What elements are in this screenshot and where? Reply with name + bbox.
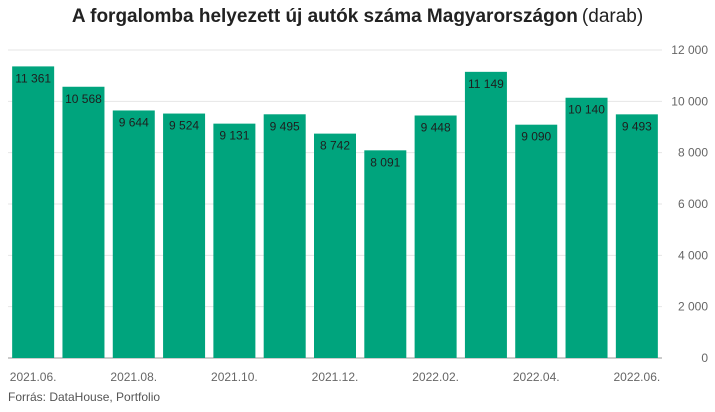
y-tick-label: 12 000 — [671, 43, 708, 57]
bar-value-label: 9 524 — [169, 119, 199, 133]
y-tick-label: 0 — [701, 351, 708, 365]
bar — [364, 150, 407, 358]
chart-title-main: A forgalomba helyezett új autók száma Ma… — [71, 6, 578, 27]
x-tick-label: 2021.08. — [110, 370, 157, 384]
bar-value-label: 8 742 — [320, 139, 350, 153]
bars — [12, 66, 658, 359]
bar-value-label: 9 131 — [219, 129, 249, 143]
bar-value-label: 11 149 — [468, 77, 504, 91]
bar — [565, 97, 608, 359]
bar-value-label: 9 493 — [622, 119, 652, 133]
bar-value-label: 9 448 — [421, 121, 451, 135]
y-tick-label: 8 000 — [678, 146, 708, 160]
bar-value-label: 9 090 — [521, 130, 551, 144]
bar — [213, 123, 256, 358]
bar — [163, 113, 206, 359]
bar-value-label: 9 495 — [270, 119, 300, 133]
x-tick-label: 2022.04. — [513, 370, 560, 384]
y-tick-label: 10 000 — [671, 94, 708, 108]
bar — [615, 114, 658, 358]
bar — [314, 133, 356, 358]
x-tick-label: 2021.10. — [211, 370, 258, 384]
x-tick-label: 2022.06. — [613, 370, 660, 384]
bar — [112, 110, 155, 358]
bar — [263, 114, 306, 358]
x-tick-label: 2021.06. — [10, 370, 57, 384]
bar-value-label: 10 140 — [568, 103, 605, 117]
x-axis: 2021.06. 2021.08. 2021.10. 2021.12. 2022.02.… — [10, 370, 660, 384]
bar-value-label: 10 568 — [65, 92, 102, 106]
x-tick-label: 2021.12. — [312, 370, 359, 384]
bar-value-label: 11 361 — [15, 71, 51, 85]
bar-value-label: 8 091 — [370, 155, 400, 169]
bar-value-label: 9 644 — [119, 115, 149, 129]
y-tick-label: 2 000 — [678, 300, 708, 314]
bar — [515, 124, 558, 358]
bar — [62, 86, 105, 358]
y-tick-label: 6 000 — [678, 197, 708, 211]
value-labels: 11 361 10 568 9 644 9 524 9 131 9 495 8 742 8 0… — [15, 71, 652, 169]
y-tick-label: 4 000 — [678, 248, 708, 262]
bar-chart: 11 361 10 568 9 644 9 524 9 131 9 495 8 742 8 0… — [8, 43, 708, 384]
y-axis: 0 2 000 4 000 6 000 8 000 10 000 12 000 — [671, 43, 708, 365]
chart-title: A forgalomba helyezett új autók száma Ma… — [0, 6, 715, 28]
bar — [414, 115, 457, 358]
x-tick-label: 2022.02. — [412, 370, 459, 384]
bar — [12, 66, 55, 358]
chart-title-unit: (darab) — [581, 6, 644, 27]
bar — [464, 71, 507, 358]
source-note: Forrás: DataHouse, Portfolio — [8, 390, 161, 404]
